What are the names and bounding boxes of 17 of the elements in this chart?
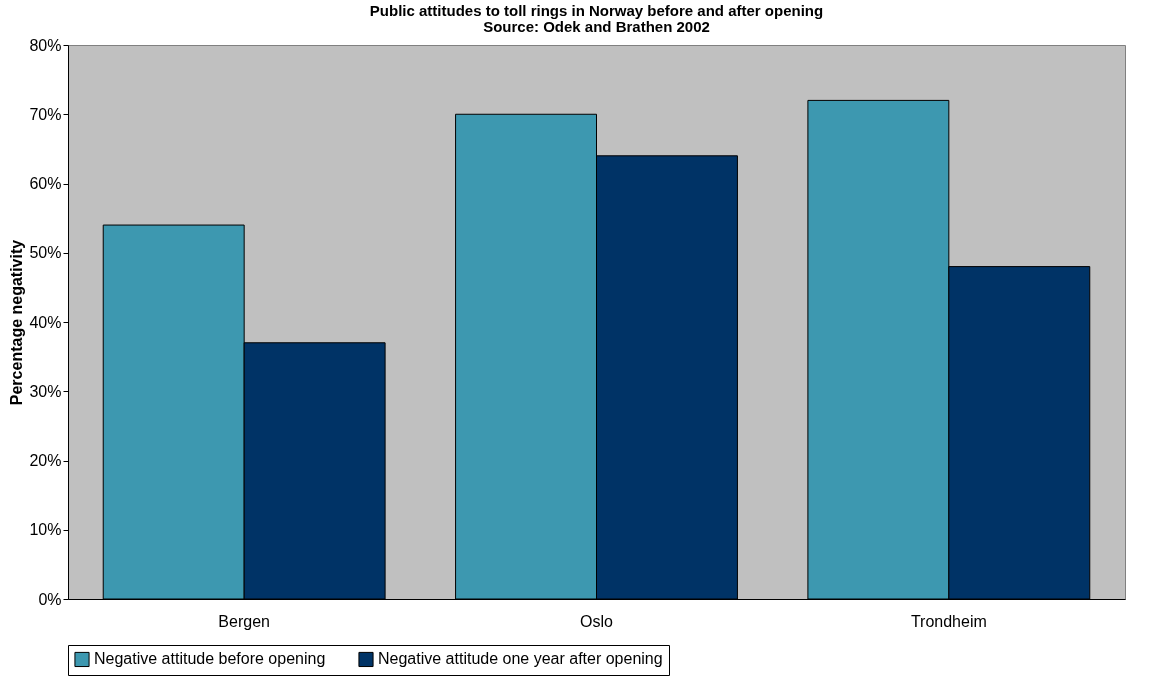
- y-tick-label: 60%: [29, 175, 62, 192]
- y-tick-label: 70%: [29, 105, 62, 123]
- chart-subtitle: Source: Odek and Brathen 2002: [483, 18, 710, 35]
- y-tick-label: 80%: [29, 36, 62, 54]
- legend-label: Negative attitude before opening: [94, 650, 326, 668]
- y-tick-label: 20%: [29, 452, 62, 469]
- y-axis-title: Percentage negativity: [8, 239, 26, 406]
- y-tick-label: 40%: [29, 313, 62, 331]
- x-tick-label: Bergen: [218, 612, 270, 630]
- y-tick-label: 0%: [38, 590, 62, 608]
- chart-title: Public attitudes to toll rings in Norway before and after opening: [369, 2, 824, 19]
- y-tick-label: 10%: [29, 521, 62, 539]
- y-tick-label: 30%: [29, 382, 62, 400]
- legend-label: Negative attitude one year after opening: [378, 650, 663, 668]
- x-tick-label: Trondheim: [910, 612, 987, 630]
- x-tick-label: Oslo: [580, 612, 614, 630]
- y-tick-label: 50%: [29, 244, 62, 262]
